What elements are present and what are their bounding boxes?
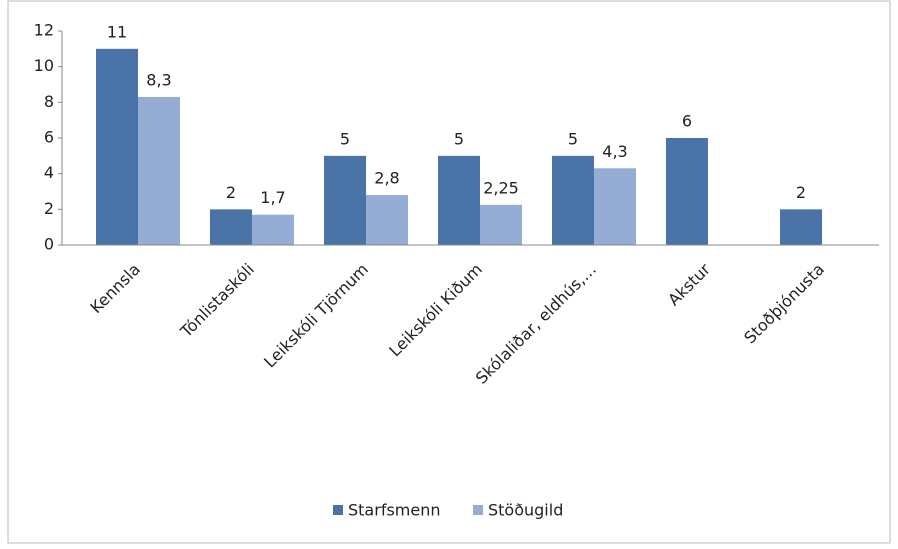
bar [594, 168, 636, 245]
bar [96, 48, 138, 246]
data-label: 2,25 [483, 178, 519, 197]
bar [666, 138, 708, 245]
y-tick-label: 8 [44, 92, 54, 111]
x-tick-label: Tónlistaskóli [176, 260, 258, 342]
y-tick-label: 10 [34, 56, 54, 75]
y-tick-label: 6 [44, 128, 54, 147]
data-label: 11 [107, 22, 127, 41]
bar [480, 204, 522, 245]
data-label: 2,8 [374, 169, 399, 188]
data-label: 2 [226, 183, 236, 202]
bar [324, 155, 366, 245]
bar [210, 209, 252, 245]
data-label: 4,3 [602, 142, 627, 161]
bar [138, 96, 180, 245]
bar [252, 214, 294, 245]
data-label: 6 [682, 112, 692, 131]
x-tick-label: Leikskóli Tjörnum [260, 260, 372, 372]
data-label: 5 [340, 129, 350, 148]
x-tick-label: Kennsla [86, 260, 144, 318]
legend-label: Starfsmenn [348, 501, 441, 520]
bar [552, 155, 594, 245]
y-tick-label: 4 [44, 163, 54, 182]
data-label: 5 [568, 129, 578, 148]
bar [780, 209, 822, 245]
data-label: 5 [454, 129, 464, 148]
y-tick-label: 0 [44, 235, 54, 254]
x-tick-label: Leikskóli Kiðum [385, 260, 486, 361]
data-label: 8,3 [146, 70, 171, 89]
x-tick-label: Stoðþjónusta [740, 260, 828, 348]
bar [438, 155, 480, 245]
data-label: 2 [796, 183, 806, 202]
legend-label: Stöðugild [488, 501, 563, 520]
bar [366, 195, 408, 245]
data-label: 1,7 [260, 188, 285, 207]
y-tick-label: 2 [44, 199, 54, 218]
legend-swatch [333, 505, 343, 515]
chart-frame [7, 0, 891, 544]
y-tick-label: 12 [34, 21, 54, 40]
x-tick-label: Skólaliðar, eldhús,… [472, 260, 600, 388]
legend-swatch [473, 505, 483, 515]
x-tick-label: Akstur [664, 259, 714, 309]
